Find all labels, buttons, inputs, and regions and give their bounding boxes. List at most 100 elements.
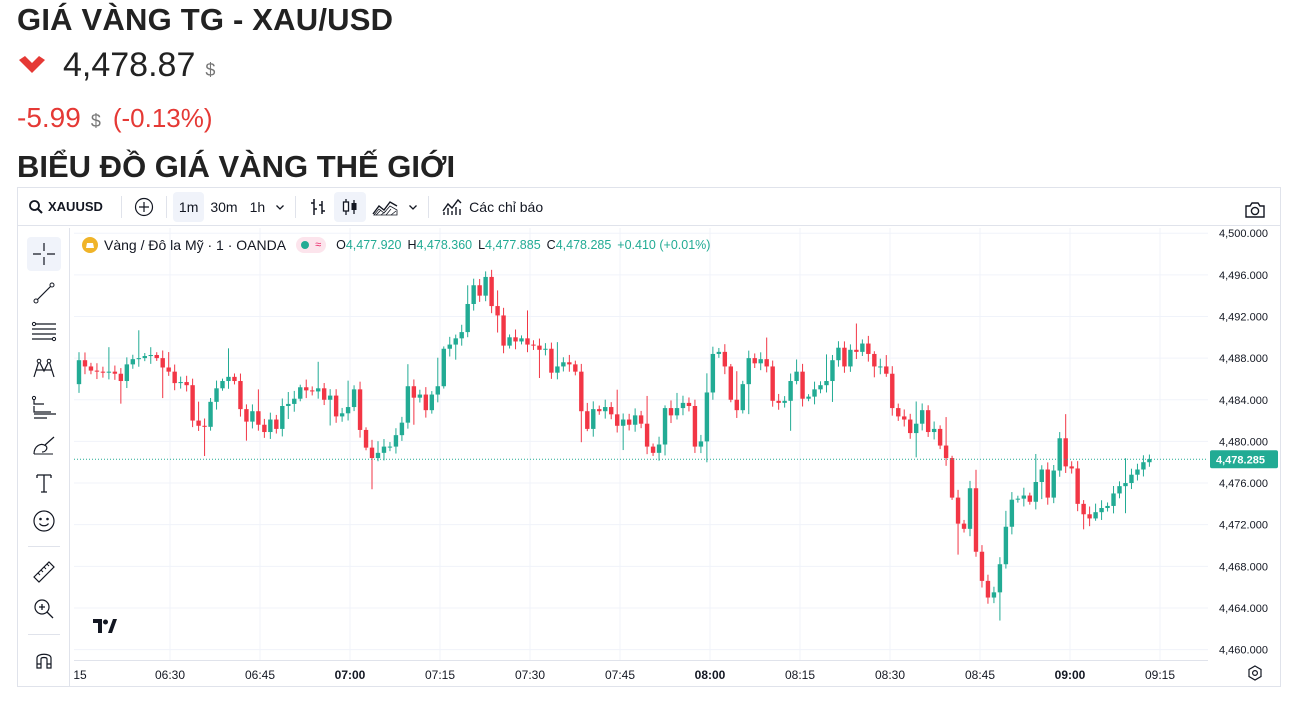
interval-1m[interactable]: 1m xyxy=(172,191,205,222)
candle xyxy=(208,397,213,431)
compare-button[interactable] xyxy=(128,192,160,222)
toolbar-divider xyxy=(295,195,297,218)
indicators-label: Các chỉ báo xyxy=(469,198,544,215)
candle xyxy=(489,269,494,314)
candle xyxy=(226,348,231,389)
candle xyxy=(1093,503,1098,521)
candle xyxy=(1015,495,1021,503)
candle-body xyxy=(836,347,841,361)
magnet-tool[interactable] xyxy=(27,642,61,676)
measure-tool[interactable] xyxy=(27,555,61,589)
price-scale[interactable]: 4,500.000 4,496.000 4,492.000 4,488.000 4,48… xyxy=(1208,228,1280,660)
candle xyxy=(441,346,446,389)
candle-body xyxy=(949,458,955,498)
indicators-button[interactable]: Các chỉ báo xyxy=(435,192,549,222)
time-tick: 06:30 xyxy=(155,668,185,682)
candle-body xyxy=(955,497,961,524)
candle-body xyxy=(1093,512,1098,519)
legend-symbol-name: Vàng / Đô la Mỹ · 1 · OANDA xyxy=(104,237,287,253)
emoji-tool[interactable] xyxy=(27,504,61,538)
candle-body xyxy=(286,403,291,407)
candle xyxy=(292,390,297,412)
candle-body xyxy=(244,409,249,422)
tools-divider xyxy=(28,634,60,635)
candle-body xyxy=(848,349,853,367)
add-circle-icon xyxy=(134,197,154,216)
candle xyxy=(943,417,949,466)
smiley-icon xyxy=(33,510,55,532)
candle xyxy=(136,330,141,367)
candle-body xyxy=(961,523,967,529)
candle xyxy=(614,389,620,433)
time-tick: 07:30 xyxy=(515,668,545,682)
interval-1h[interactable]: 1h xyxy=(249,198,266,215)
toolbar-divider xyxy=(120,195,122,218)
tradingview-logo[interactable] xyxy=(90,613,120,639)
candle-body xyxy=(333,395,339,417)
candle-body xyxy=(937,428,943,446)
zoom-tool[interactable] xyxy=(27,592,61,626)
chart-legend: Vàng / Đô la Mỹ · 1 · OANDA ≈ O4,477.920… xyxy=(82,237,710,253)
brush-icon xyxy=(33,436,55,455)
symbol-search[interactable]: XAUUSD xyxy=(22,192,109,222)
chart-settings[interactable] xyxy=(1247,665,1263,686)
candle xyxy=(680,395,686,416)
legend-change: +0.410 (+0.01%) xyxy=(617,238,711,252)
bar-style-button[interactable] xyxy=(302,192,334,222)
candle xyxy=(1123,458,1128,514)
candle xyxy=(142,353,147,362)
time-tick: 08:00 xyxy=(695,668,726,682)
forecast-tool[interactable] xyxy=(27,390,61,424)
candle xyxy=(842,341,847,373)
candle xyxy=(250,404,255,429)
price-tick: 4,492.000 xyxy=(1219,311,1268,323)
candle-body xyxy=(746,358,751,385)
candle-body xyxy=(872,353,877,367)
chart-style-dropdown[interactable] xyxy=(404,192,422,222)
candle xyxy=(686,397,692,412)
time-axis[interactable]: 15 06:30 06:45 07:00 07:15 07:30 07:45 08:00 08:… xyxy=(74,660,1208,686)
screenshot-button[interactable] xyxy=(1238,195,1272,225)
candle xyxy=(567,354,572,372)
crosshair-tool[interactable] xyxy=(27,237,61,271)
pattern-icon xyxy=(33,358,55,378)
price-tick: 4,496.000 xyxy=(1219,270,1268,282)
candle xyxy=(860,339,865,357)
candle-body xyxy=(112,371,118,374)
candle xyxy=(220,378,225,391)
candle-body xyxy=(136,358,141,360)
area-style-button[interactable] xyxy=(366,192,404,222)
candle-body xyxy=(1009,499,1015,527)
candle-body xyxy=(1123,483,1128,487)
candle-body xyxy=(842,347,847,367)
pattern-tool[interactable] xyxy=(27,352,61,386)
text-tool[interactable] xyxy=(27,466,61,500)
candle xyxy=(818,381,823,394)
trend-line-tool[interactable] xyxy=(27,276,61,310)
candle-body xyxy=(991,592,997,598)
time-tick: 06:45 xyxy=(245,668,275,682)
search-icon xyxy=(29,199,43,214)
candle xyxy=(166,352,171,376)
candle-body xyxy=(638,415,644,424)
brush-tool[interactable] xyxy=(27,428,61,462)
candle-body xyxy=(1003,526,1009,565)
candle xyxy=(184,375,189,392)
interval-dropdown[interactable] xyxy=(271,192,289,222)
candle xyxy=(82,352,88,375)
market-status-badge[interactable]: ≈ xyxy=(296,237,327,253)
candlestick-chart[interactable] xyxy=(74,228,1208,660)
candle-body xyxy=(429,394,435,411)
candle xyxy=(620,413,626,451)
fib-tool[interactable] xyxy=(27,314,61,348)
candle-body xyxy=(854,349,859,352)
candle-body xyxy=(411,386,417,398)
candle-body xyxy=(435,386,440,395)
time-tick: 09:00 xyxy=(1055,668,1086,682)
candle-body xyxy=(1087,514,1092,519)
candle xyxy=(872,351,877,378)
interval-30m[interactable]: 30m xyxy=(210,198,238,215)
candle xyxy=(304,379,309,399)
candles-style-button[interactable] xyxy=(334,191,367,222)
candle xyxy=(579,363,584,443)
